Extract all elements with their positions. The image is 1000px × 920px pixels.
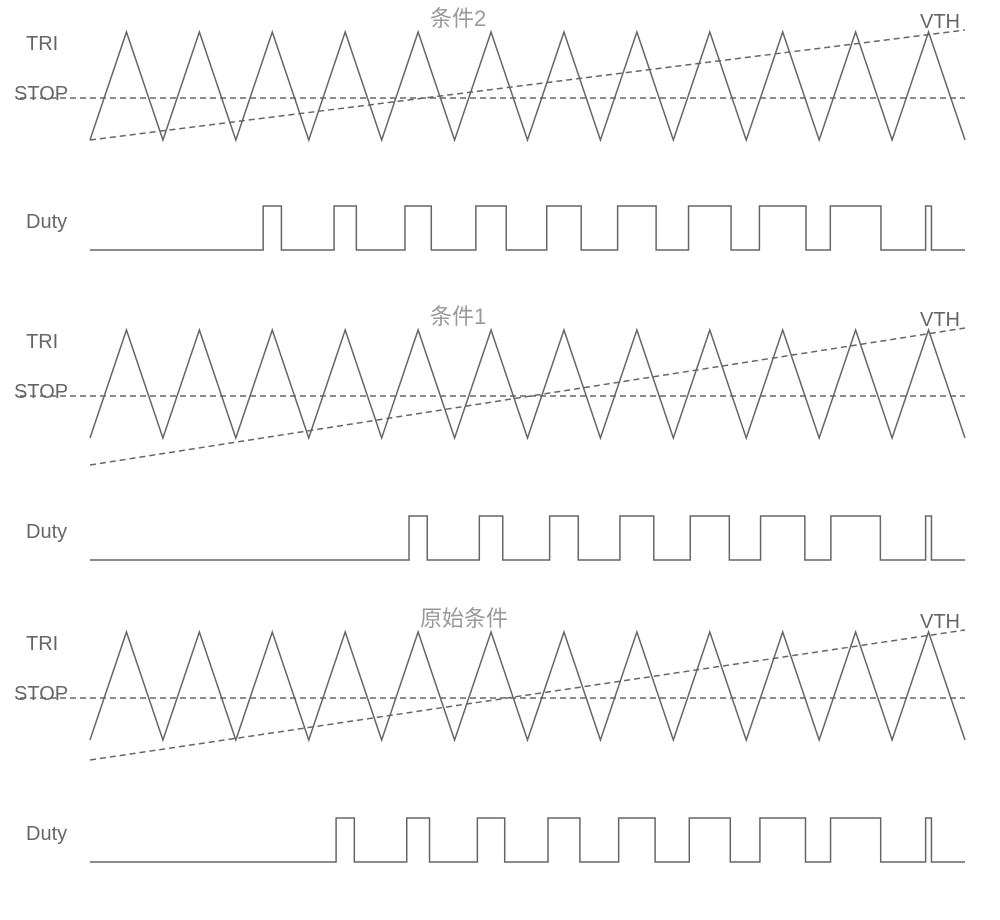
triangle-wave xyxy=(90,632,965,740)
vth-label: VTH xyxy=(920,11,960,33)
panel-2: 原始条件 TRI STOP Duty VTH xyxy=(14,606,965,862)
diagram-container: 条件2 TRI STOP Duty VTH 条件1 TRI STOP Duty VTH 原始条件 TR… xyxy=(0,0,1000,920)
duty-label: Duty xyxy=(26,521,67,543)
tri-label: TRI xyxy=(26,633,58,655)
duty-label: Duty xyxy=(26,211,67,233)
stop-label: STOP xyxy=(14,381,68,403)
triangle-wave xyxy=(90,330,965,438)
panel-1: 条件1 TRI STOP Duty VTH xyxy=(14,304,965,560)
tri-label: TRI xyxy=(26,33,58,55)
panel-title: 原始条件 xyxy=(420,606,508,631)
diagram-svg: 条件2 TRI STOP Duty VTH 条件1 TRI STOP Duty VTH 原始条件 TR… xyxy=(0,0,1000,920)
duty-wave xyxy=(90,206,965,250)
vth-line xyxy=(90,30,965,140)
duty-wave xyxy=(90,516,965,560)
vth-label: VTH xyxy=(920,611,960,633)
panel-title: 条件1 xyxy=(430,304,486,329)
duty-wave xyxy=(90,818,965,862)
tri-label: TRI xyxy=(26,331,58,353)
panel-0: 条件2 TRI STOP Duty VTH xyxy=(14,6,965,250)
stop-label: STOP xyxy=(14,683,68,705)
duty-label: Duty xyxy=(26,823,67,845)
stop-label: STOP xyxy=(14,83,68,105)
vth-label: VTH xyxy=(920,309,960,331)
panel-title: 条件2 xyxy=(430,6,486,31)
